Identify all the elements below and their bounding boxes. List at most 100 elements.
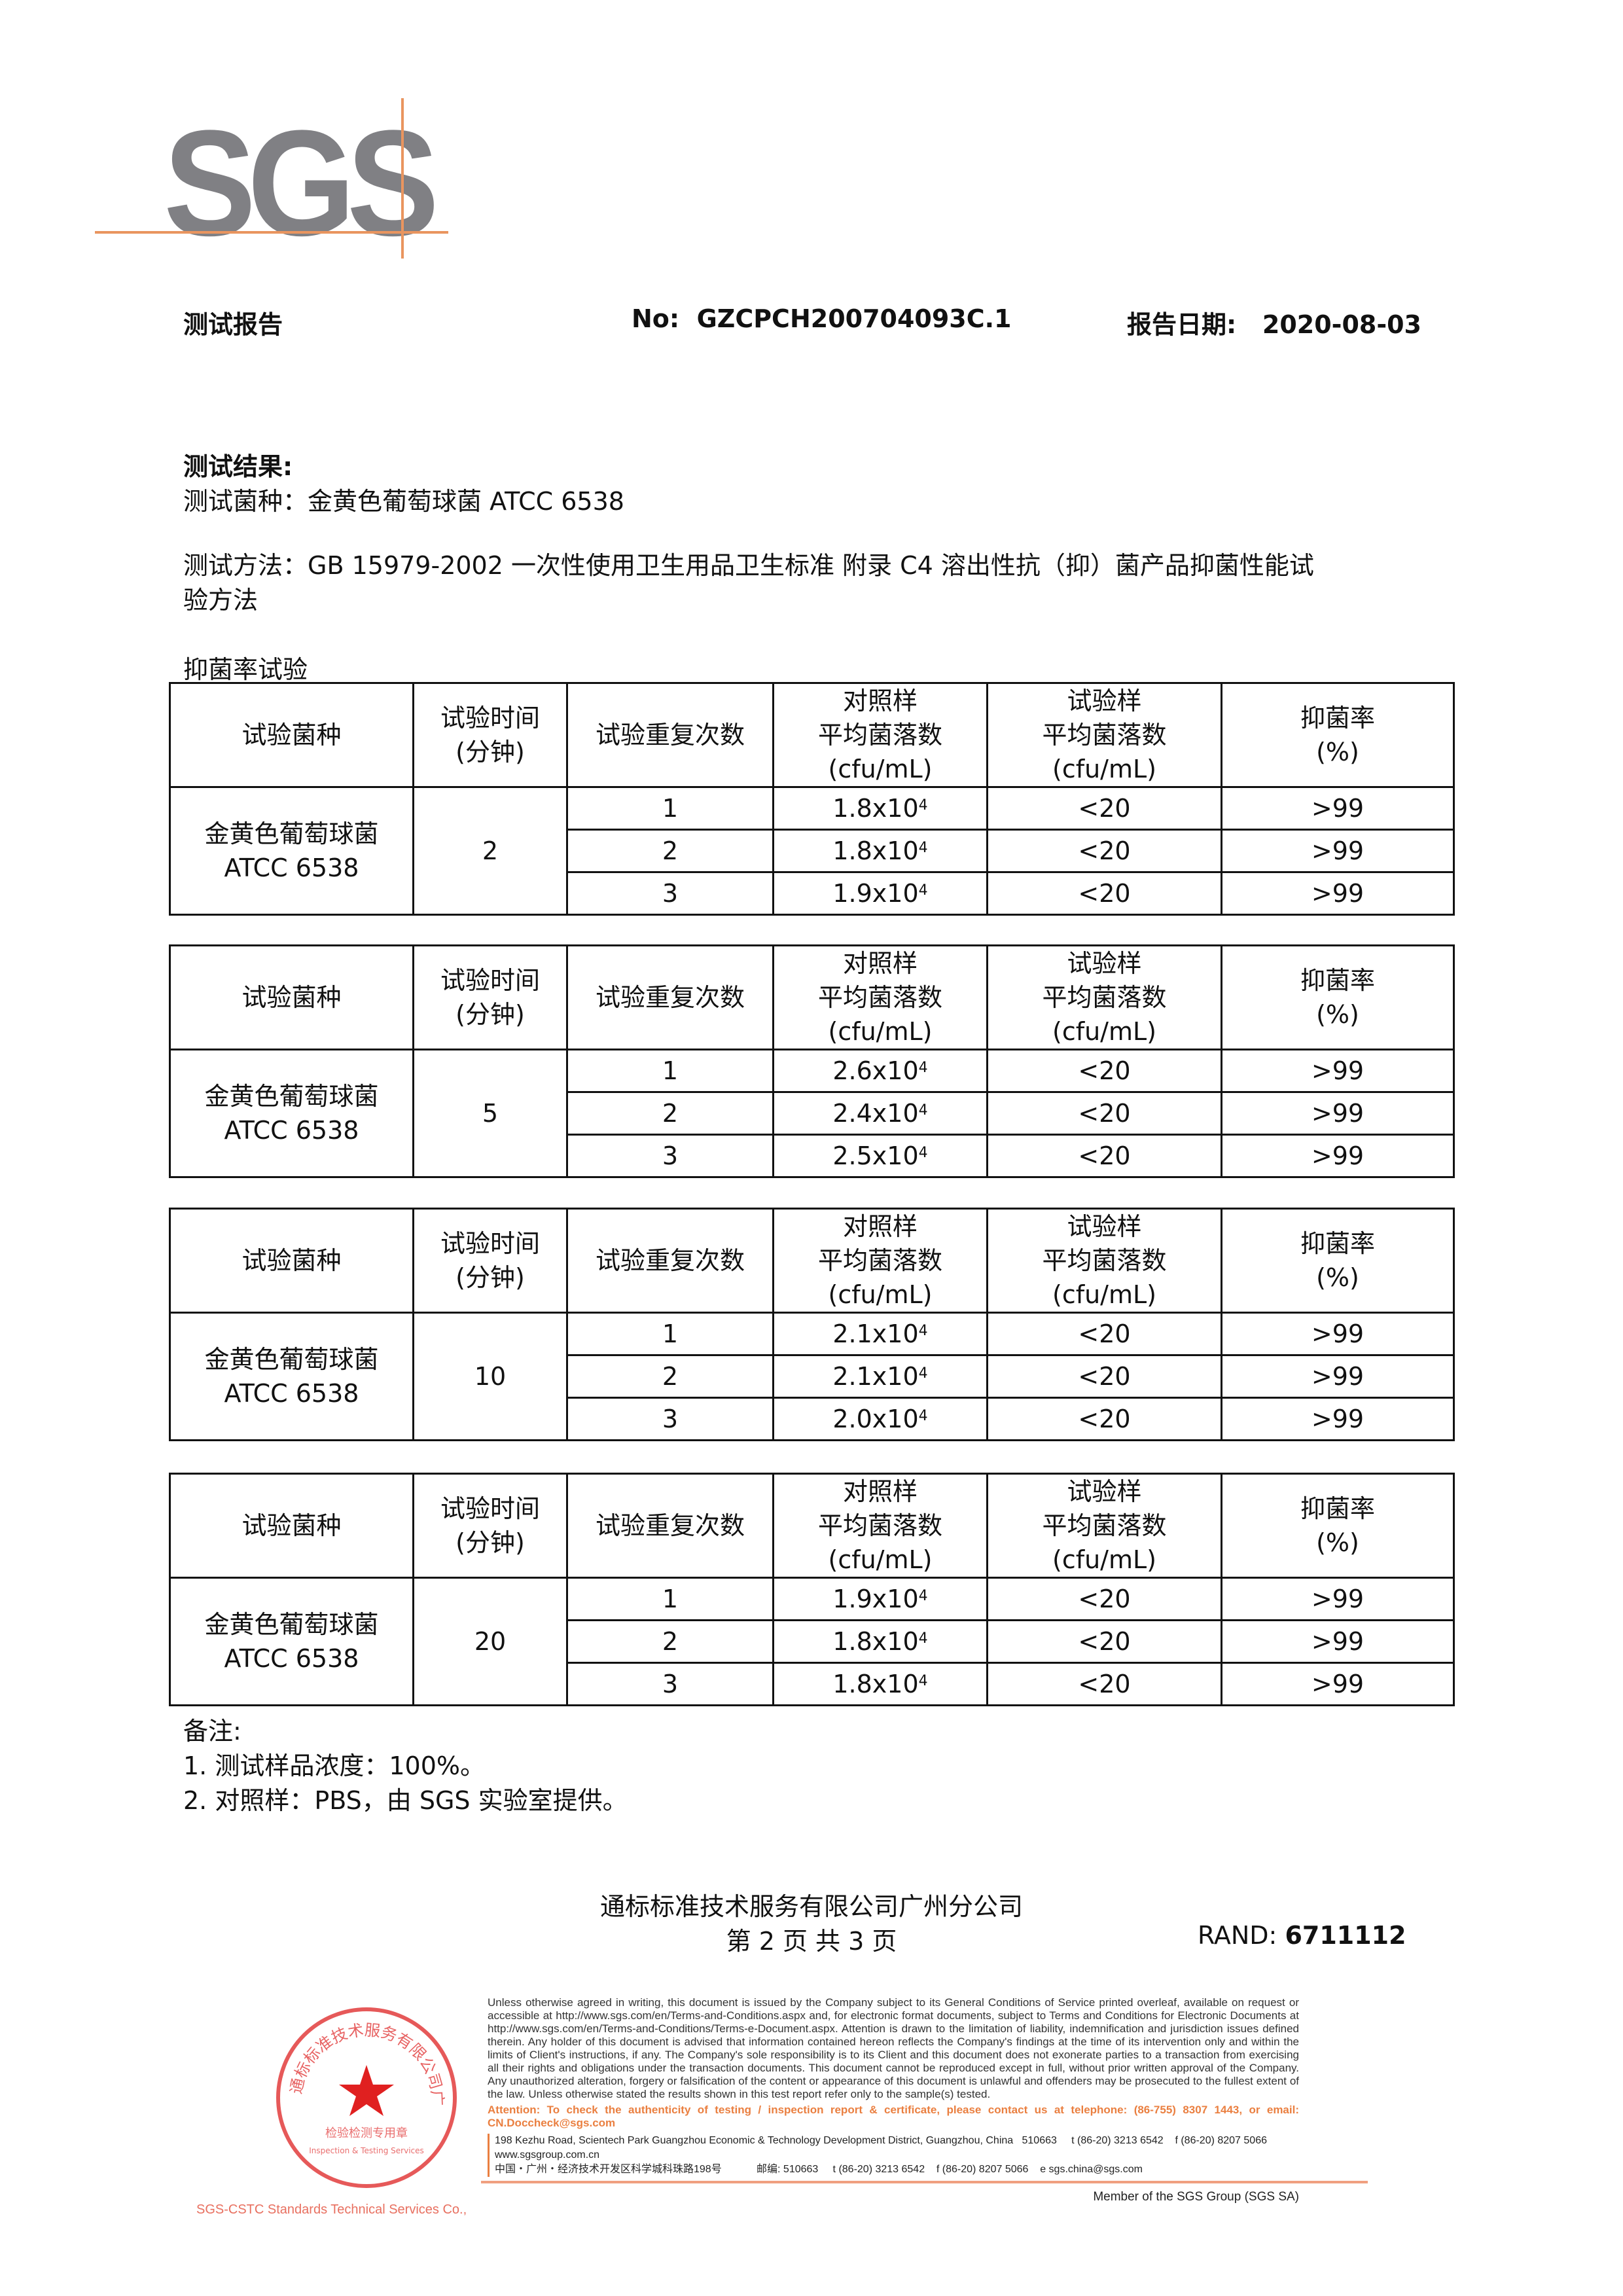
header-strain: 试验菌种: [169, 1208, 414, 1314]
table-row: 金黄色葡萄球菌 ATCC 6538 20 1 1.9x104 <20 >99: [169, 1577, 1455, 1706]
header-sample-line: 试验样: [1067, 687, 1142, 715]
results-table: 试验菌种 试验时间 (分钟) 试验重复次数 对照样 平均菌落数 (cfu/mL) 试验…: [169, 944, 1455, 1178]
header-time-line: 试验时间: [440, 1229, 540, 1258]
note-item: 1. 测试样品浓度：100%。: [183, 1751, 485, 1780]
strain-name: 金黄色葡萄球菌: [204, 1082, 379, 1111]
header-time-line: (分钟): [455, 738, 525, 766]
report-date: 报告日期: 2020-08-03: [1127, 304, 1421, 340]
table-header-row: 试验菌种 试验时间 (分钟) 试验重复次数 对照样 平均菌落数 (cfu/mL) 试验…: [169, 682, 1455, 788]
control-count-cell: 2.5x104: [772, 1134, 988, 1178]
header-control: 对照样 平均菌落数 (cfu/mL): [772, 944, 988, 1050]
sample-count-cell: <20: [986, 829, 1222, 873]
strain-code: ATCC 6538: [224, 1116, 359, 1145]
control-count: 1.9x10: [832, 879, 919, 908]
inhibition-rate-cell: >99: [1221, 1134, 1455, 1178]
control-exponent: 4: [918, 797, 928, 814]
header-rate-line: 抑菌率: [1300, 966, 1375, 995]
table-row: 3 1.8x104 <20 >99: [170, 1662, 1455, 1706]
header-sample: 试验样平均菌落数 (cfu/mL): [986, 682, 1222, 788]
stamp-bottom-text: SGS-CSTC Standards Technical Services Co…: [196, 2202, 471, 2217]
note-item: 2. 对照样：PBS，由 SGS 实验室提供。: [183, 1786, 628, 1815]
sample-count-cell: <20: [986, 1354, 1222, 1399]
table-header-row: 试验菌种 试验时间 (分钟) 试验重复次数 对照样 平均菌落数 (cfu/mL) 试验…: [169, 1473, 1455, 1579]
header-strain: 试验菌种: [169, 1473, 414, 1579]
control-count: 1.8x10: [832, 1670, 919, 1698]
control-count: 2.1x10: [832, 1319, 919, 1348]
time-cell: 5: [412, 1049, 568, 1178]
control-exponent: 4: [918, 1408, 928, 1424]
control-count-cell: 2.6x104: [772, 1049, 988, 1093]
header-sample-line: (cfu/mL): [1052, 1545, 1156, 1574]
header-time-line: (分钟): [455, 1528, 525, 1557]
control-exponent: 4: [918, 1323, 928, 1339]
strain-name: 金黄色葡萄球菌: [204, 1345, 379, 1374]
control-count: 2.6x10: [832, 1056, 919, 1085]
table-row: 3 2.0x104 <20 >99: [170, 1397, 1455, 1441]
control-exponent: 4: [918, 1673, 928, 1689]
control-count: 2.5x10: [832, 1141, 919, 1170]
header-time: 试验时间 (分钟): [412, 1473, 568, 1579]
address-chinese: 中国・广州・经济技术开发区科学城科珠路198号 邮编: 510663 t (86…: [495, 2164, 1143, 2175]
strain-code: ATCC 6538: [224, 853, 359, 882]
test-strain: 测试菌种：金黄色葡萄球菌 ATCC 6538: [183, 487, 624, 516]
header-time: 试验时间 (分钟): [412, 1208, 568, 1314]
header-rate: 抑菌率 (%): [1221, 1208, 1455, 1314]
inhibition-rate-cell: >99: [1221, 1312, 1455, 1356]
inhibition-rate-cell: >99: [1221, 1397, 1455, 1441]
control-exponent: 4: [918, 1365, 928, 1382]
header-repeat: 试验重复次数: [566, 682, 774, 788]
strain-code: ATCC 6538: [224, 1644, 359, 1673]
company-name: 通标标准技术服务有限公司广州分公司: [599, 1892, 1023, 1921]
table-row: 3 1.9x104 <20 >99: [170, 871, 1455, 916]
time-cell: 10: [412, 1312, 568, 1441]
inhibition-rate-cell: >99: [1221, 871, 1455, 916]
control-count-cell: 2.0x104: [772, 1397, 988, 1441]
control-count-cell: 1.9x104: [772, 1577, 988, 1621]
repeat-cell: 1: [566, 1049, 774, 1093]
header-rate-line: (%): [1316, 1263, 1359, 1292]
header-control-line: (cfu/mL): [828, 1017, 933, 1046]
time-cell: 20: [412, 1577, 568, 1706]
inhibition-rate-cell: >99: [1221, 786, 1455, 831]
header-control-line: (cfu/mL): [828, 755, 933, 783]
sample-count-cell: <20: [986, 1134, 1222, 1178]
control-count-cell: 1.9x104: [772, 871, 988, 916]
authenticity-notice: Attention: To check the authenticity of …: [488, 2104, 1299, 2129]
control-count: 2.4x10: [832, 1099, 919, 1128]
control-count: 1.9x10: [832, 1585, 919, 1613]
control-count-cell: 2.1x104: [772, 1312, 988, 1356]
header-sample: 试验样 平均菌落数 (cfu/mL): [986, 1208, 1222, 1314]
table-row: 2 1.8x104 <20 >99: [170, 1619, 1455, 1664]
strain-name: 金黄色葡萄球菌: [204, 1610, 379, 1639]
header-control-line: 对照样: [842, 687, 918, 715]
header-time-line: (分钟): [455, 1263, 525, 1292]
table-row: 2 2.1x104 <20 >99: [170, 1354, 1455, 1399]
footer-rule: [481, 2181, 1368, 2183]
section-label: 抑菌率试验: [183, 655, 308, 684]
header-sample-line: (cfu/mL): [1052, 1280, 1156, 1309]
repeat-cell: 2: [566, 1091, 774, 1136]
inhibition-rate-cell: >99: [1221, 1091, 1455, 1136]
header-sample-line: 平均菌落数: [1042, 721, 1167, 749]
header-control-line: 对照样: [842, 1477, 918, 1506]
header-sample-line: 平均菌落数: [1042, 1246, 1167, 1275]
sample-count-cell: <20: [986, 786, 1222, 831]
header-time-line: 试验时间: [440, 704, 540, 732]
table-header-row: 试验菌种 试验时间 (分钟) 试验重复次数 对照样 平均菌落数 (cfu/mL) 试验…: [169, 1208, 1455, 1314]
header-sample-line: (cfu/mL): [1052, 755, 1156, 783]
control-exponent: 4: [918, 1102, 928, 1119]
header-sample-line: (cfu/mL): [1052, 1017, 1156, 1046]
control-exponent: 4: [918, 1060, 928, 1076]
footer-block: Unless otherwise agreed in writing, this…: [481, 1996, 1368, 2204]
sample-count-cell: <20: [986, 871, 1222, 916]
header-repeat: 试验重复次数: [566, 1208, 774, 1314]
rand-code: RAND: 6711112: [1198, 1921, 1406, 1950]
notes-label: 备注:: [183, 1717, 241, 1746]
control-count: 2.1x10: [832, 1362, 919, 1391]
company-seal-stamp: 通标标准技术服务有限公司广州分公司 检验检测专用章 Inspection & T…: [272, 2003, 457, 2188]
header-control: 对照样 平均菌落数 (cfu/mL): [772, 1473, 988, 1579]
header-time: 试验时间 (分钟): [412, 944, 568, 1050]
sample-count-cell: <20: [986, 1397, 1222, 1441]
